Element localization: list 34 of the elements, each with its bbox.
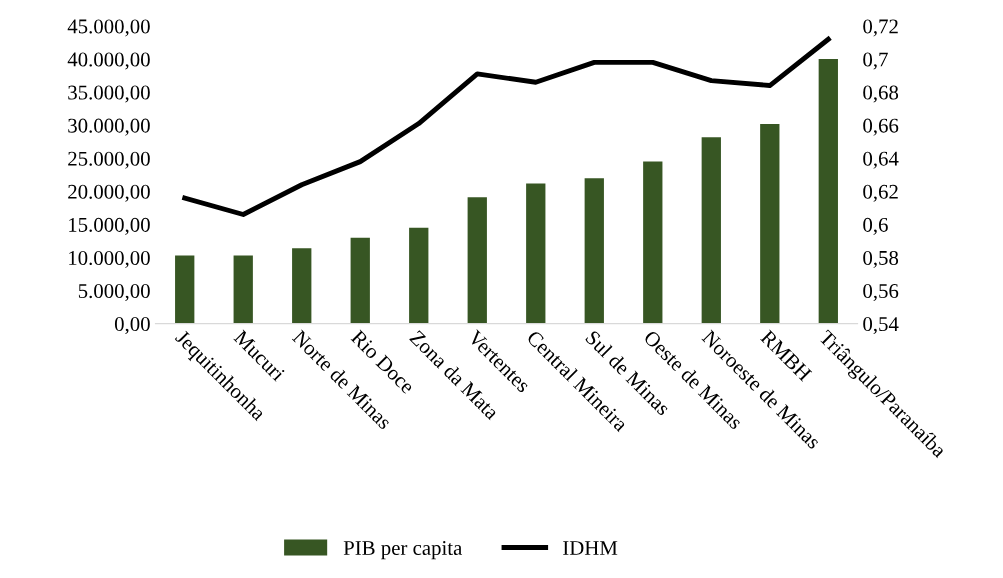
- y2-tick-label: 0,58: [863, 250, 899, 268]
- bar: [409, 227, 429, 324]
- y-tick-label: 35.000,00: [68, 85, 150, 103]
- bar: [175, 255, 195, 324]
- y2-tick-label: 0,64: [863, 151, 899, 169]
- bar: [701, 137, 721, 324]
- bar: [760, 123, 780, 324]
- y-tick-label: 45.000,00: [67, 19, 150, 37]
- bar: [584, 178, 604, 324]
- legend-label: IDHM: [563, 541, 618, 555]
- y2-tick-label: 0,7: [863, 52, 888, 70]
- y-tick-label: 15.000,00: [69, 217, 150, 235]
- y2-tick-label: 0,62: [863, 184, 898, 202]
- y2-tick-label: 0,72: [863, 19, 898, 37]
- y-tick-label: 0,00: [114, 317, 150, 335]
- y-tick-label: 40.000,00: [67, 52, 150, 70]
- legend-label: PIB per capita: [343, 541, 463, 560]
- bar: [526, 183, 546, 324]
- y2-tick-label: 0,56: [863, 283, 899, 302]
- bar: [818, 59, 838, 324]
- y-tick-label: 20.000,00: [68, 184, 150, 202]
- line-series: [182, 36, 831, 217]
- y-tick-label: 25.000,00: [68, 151, 150, 169]
- y-tick-label: 30.000,00: [68, 118, 150, 136]
- y-tick-label: 10.000,00: [69, 250, 150, 268]
- bar: [233, 255, 253, 324]
- bar: [292, 248, 312, 324]
- bar: [467, 197, 487, 324]
- y2-tick-label: 0,6: [863, 217, 888, 235]
- y2-tick-label: 0,66: [863, 118, 899, 136]
- y2-tick-label: 0,68: [863, 85, 899, 103]
- bar: [350, 237, 370, 324]
- bar: [643, 161, 663, 324]
- y-tick-label: 5.000,00: [78, 283, 150, 302]
